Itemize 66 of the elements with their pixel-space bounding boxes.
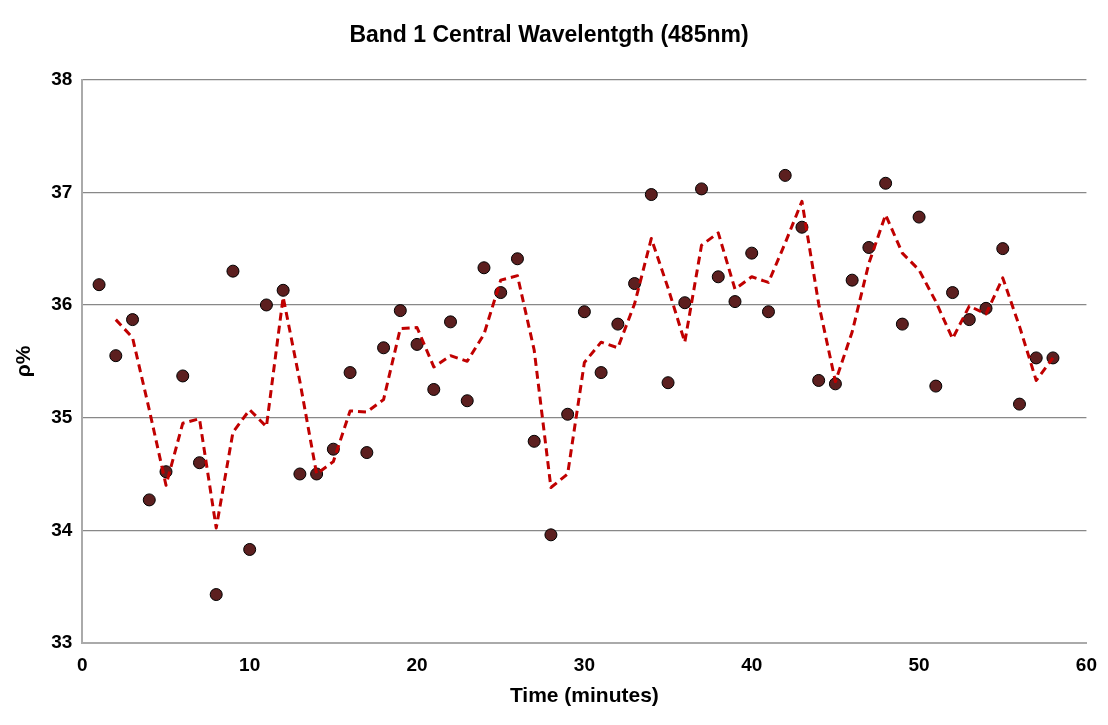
point	[778, 168, 792, 182]
y-tick-label: 35	[51, 405, 73, 427]
point	[192, 456, 206, 470]
point	[427, 382, 441, 396]
x-tick-label: 20	[406, 653, 428, 675]
point	[343, 366, 357, 380]
x-tick-label: 60	[1075, 653, 1097, 675]
point	[895, 317, 909, 331]
point	[862, 240, 876, 254]
point	[1012, 397, 1026, 411]
point	[728, 295, 742, 309]
x-tick-label: 10	[239, 653, 261, 675]
point	[142, 493, 156, 507]
point	[377, 341, 391, 355]
point	[611, 317, 625, 331]
point	[360, 446, 374, 460]
point	[410, 337, 424, 351]
point	[243, 542, 257, 556]
y-tick-label: 36	[51, 293, 73, 315]
point	[812, 373, 826, 387]
point	[745, 246, 759, 260]
point	[577, 305, 591, 319]
point	[912, 210, 926, 224]
point	[695, 182, 709, 196]
point	[259, 298, 273, 312]
point	[1029, 351, 1043, 365]
point	[644, 188, 658, 202]
point	[628, 277, 642, 291]
point	[996, 242, 1010, 256]
point	[477, 261, 491, 275]
point	[929, 379, 943, 393]
point	[594, 366, 608, 380]
chart-title: Band 1 Central Wavelentgth (485nm)	[349, 21, 749, 48]
point	[879, 176, 893, 190]
point	[126, 313, 140, 327]
point	[209, 588, 223, 602]
point	[845, 273, 859, 287]
point	[444, 315, 457, 329]
point	[109, 349, 123, 363]
y-tick-label: 37	[51, 180, 73, 202]
x-tick-label: 40	[741, 653, 763, 675]
point	[393, 304, 407, 318]
point	[544, 528, 558, 542]
point	[92, 278, 106, 292]
point	[711, 270, 725, 284]
point	[561, 407, 575, 421]
point	[946, 286, 960, 300]
x-tick-label: 30	[573, 653, 595, 675]
point	[293, 467, 307, 481]
y-axis-title: ρ%	[11, 345, 35, 378]
y-tick-label: 34	[51, 518, 73, 540]
point	[460, 394, 474, 408]
y-tick-label: 33	[51, 631, 73, 653]
point	[661, 376, 675, 390]
point	[226, 264, 240, 278]
point	[527, 434, 541, 448]
point	[678, 296, 692, 310]
point	[761, 305, 775, 319]
point	[276, 283, 290, 297]
point	[510, 252, 524, 266]
point	[176, 369, 190, 383]
x-tick-label: 50	[908, 653, 930, 675]
point	[962, 313, 976, 327]
x-axis-title: Time (minutes)	[509, 683, 659, 707]
x-tick-label: 0	[77, 653, 88, 675]
y-tick-label: 38	[51, 67, 73, 89]
